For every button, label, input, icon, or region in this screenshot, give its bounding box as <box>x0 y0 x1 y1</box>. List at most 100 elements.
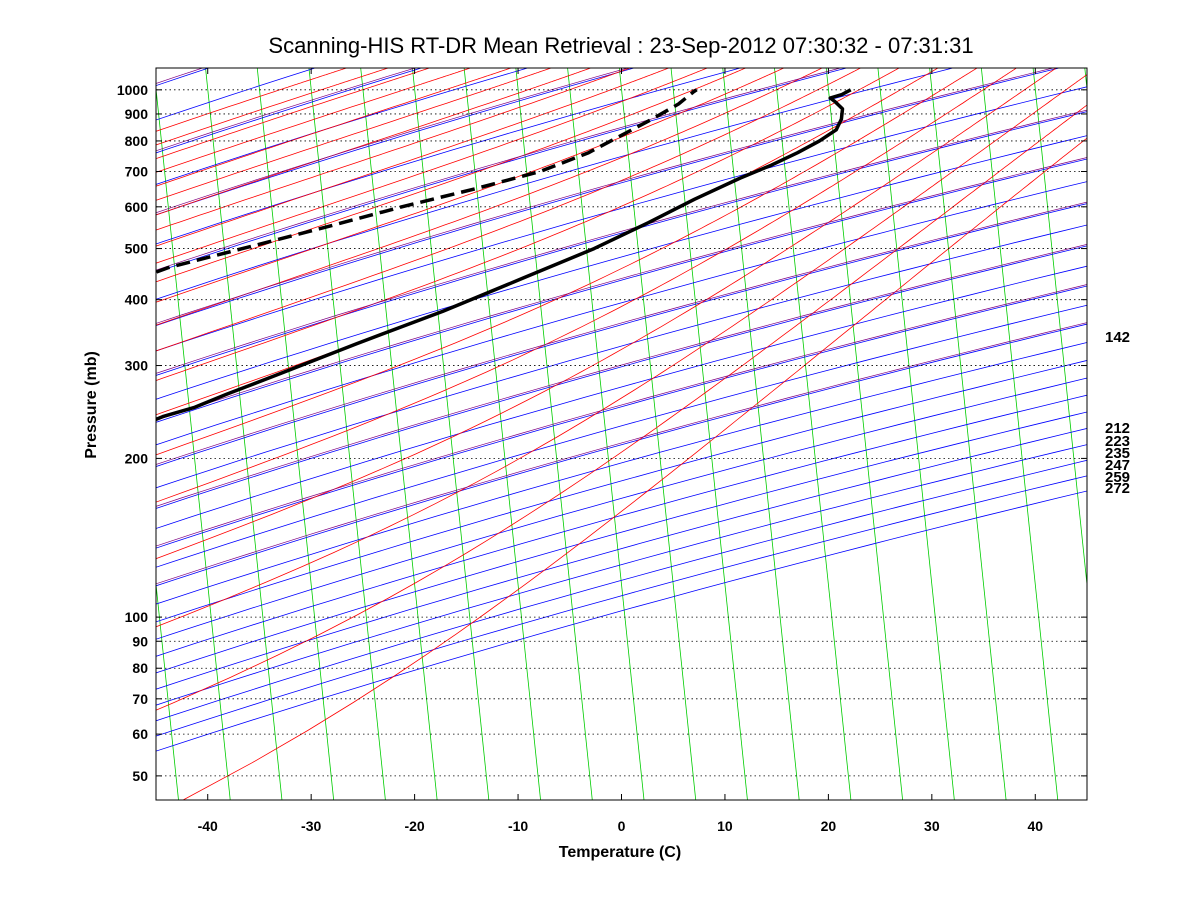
x-tick-label: -20 <box>404 818 424 834</box>
moist-adiabat-line <box>156 68 978 456</box>
purple-curve-line <box>156 68 841 271</box>
moist-adiabat-line <box>182 137 1087 800</box>
isotherm-line <box>567 68 645 800</box>
purple-curve-line <box>156 244 1087 507</box>
y-tick-label: 600 <box>125 199 149 215</box>
dry-adiabat-line <box>156 135 1087 400</box>
y-tick-label: 90 <box>132 633 148 649</box>
dry-adiabat-line <box>156 111 1087 376</box>
y-tick-label: 1000 <box>117 82 148 98</box>
moist-adiabat-line <box>156 68 631 231</box>
moist-adiabat-line <box>156 68 430 160</box>
y-tick-label: 60 <box>132 726 148 742</box>
x-axis-label: Temperature (C) <box>559 844 681 861</box>
y-tick-label: 200 <box>125 450 149 466</box>
dry-adiabat-line <box>156 68 1060 326</box>
isotherm-line <box>618 68 697 800</box>
isotherm-line <box>670 68 748 800</box>
dry-adiabat-line <box>156 68 847 273</box>
moist-adiabat-line <box>156 68 746 283</box>
dry-adiabat-line <box>156 360 1087 623</box>
isotherm-line <box>515 68 593 800</box>
isotherm-line <box>980 68 1059 800</box>
y-axis-label: Pressure (mb) <box>83 351 100 459</box>
dry-adiabat-line <box>156 475 1087 737</box>
y-axis-ticks: 50 60 70 80 90 100 200 300 400 500 600 700 800 900 100… <box>117 82 1087 784</box>
isotherm-line <box>1032 68 1087 589</box>
moist-adiabat-line <box>156 68 1017 503</box>
dry-adiabat-line <box>156 86 1087 352</box>
isotherm-line <box>360 68 438 800</box>
dry-adiabat-line <box>156 394 1087 657</box>
isotherm-line <box>877 68 955 800</box>
purple-curve-line <box>156 68 1053 324</box>
dry-adiabat-line <box>156 304 1087 568</box>
y-tick-label: 70 <box>132 691 148 707</box>
x-axis-ticks: -40 -30 -20 -10 0 10 20 30 40 <box>198 68 1043 834</box>
dry-adiabat-line <box>156 377 1087 640</box>
isotherm-line <box>205 68 283 800</box>
isotherm-line <box>256 68 335 800</box>
right-label: 212 <box>1105 420 1130 437</box>
dry-adiabat-line <box>156 342 1087 605</box>
dry-adiabat-line <box>156 490 1087 752</box>
x-tick-label: 0 <box>618 818 626 834</box>
isotherm-line <box>825 68 904 800</box>
moist-adiabat-line <box>156 104 1087 711</box>
dry-adiabat-line <box>156 224 1087 489</box>
right-label: 259 <box>1105 469 1130 486</box>
isotherm-line <box>722 68 800 800</box>
profiles <box>156 88 852 422</box>
chart-title: Scanning-HIS RT-DR Mean Retrieval : 23-S… <box>268 33 973 58</box>
y-tick-label: 400 <box>125 292 149 308</box>
moist-adiabat-line <box>156 68 552 201</box>
temperature-profile-line <box>156 88 852 422</box>
moist-adiabat-line <box>156 68 347 132</box>
dry-adiabat-line <box>156 158 1087 423</box>
purple-curve-line <box>156 284 1087 547</box>
isotherm-line <box>929 68 1007 800</box>
y-tick-label: 300 <box>125 358 149 374</box>
dry-adiabat-line <box>156 428 1087 690</box>
isotherm-line <box>156 85 231 800</box>
dry-adiabat-line <box>156 323 1087 587</box>
moist-adiabat-line <box>156 68 823 326</box>
isotherm-line <box>463 68 541 800</box>
x-tick-label: -40 <box>198 818 218 834</box>
right-label: 223 <box>1105 433 1130 450</box>
purple-curve-line <box>156 157 1087 421</box>
y-tick-label: 80 <box>132 660 148 676</box>
purple-curve-line <box>156 201 1087 465</box>
x-tick-label: 30 <box>924 818 940 834</box>
dry-adiabat-line <box>156 459 1087 722</box>
dry-adiabat-line <box>156 181 1087 446</box>
dry-adiabat-line <box>156 203 1087 467</box>
y-tick-label: 700 <box>125 164 149 180</box>
y-tick-label: 50 <box>132 768 148 784</box>
dry-adiabat-line <box>156 68 953 300</box>
x-tick-label: 10 <box>717 818 733 834</box>
purple-curve-line <box>156 322 1087 585</box>
right-label: 235 <box>1105 445 1130 462</box>
x-tick-label: 20 <box>821 818 837 834</box>
isotherm-line <box>156 580 179 800</box>
dry-adiabat-line <box>156 68 635 216</box>
moist-adiabat-line <box>156 68 389 146</box>
x-tick-label: -30 <box>301 818 321 834</box>
dry-adiabat-line <box>156 285 1087 549</box>
y-tick-label: 500 <box>125 241 149 257</box>
background-lines <box>156 68 1087 800</box>
moist-adiabat-line <box>156 68 591 216</box>
dry-adiabat-line <box>156 411 1087 674</box>
dry-adiabat-line <box>156 245 1087 509</box>
right-label: 247 <box>1105 457 1130 474</box>
purple-curve-line <box>156 68 628 214</box>
y-tick-label: 100 <box>125 609 149 625</box>
y-tick-label: 800 <box>125 133 149 149</box>
purple-curve-line <box>156 109 1087 374</box>
x-tick-label: -10 <box>508 818 528 834</box>
moist-adiabat-line <box>156 68 784 303</box>
x-tick-label: 40 <box>1027 818 1043 834</box>
